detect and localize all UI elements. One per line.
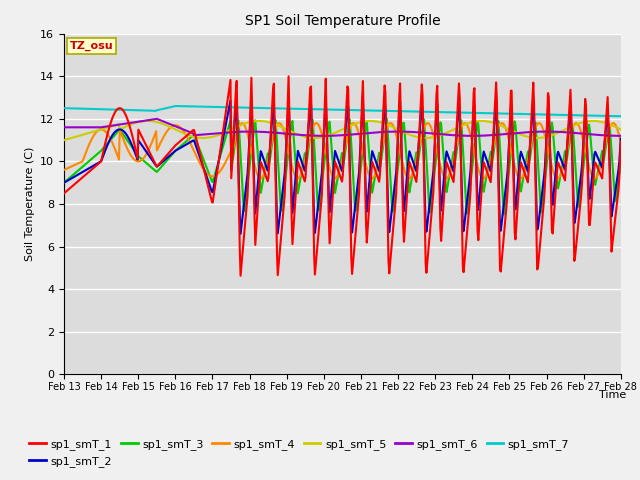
sp1_smT_6 bbox=[70, 124, 78, 130]
Line: sp1_smT_3: sp1_smT_3 bbox=[64, 119, 621, 215]
sp1_smT_7 bbox=[214, 104, 222, 110]
sp1_smT_7 bbox=[411, 108, 419, 114]
sp1_smT_6 bbox=[127, 120, 135, 126]
sp1_smT_3 bbox=[214, 163, 221, 169]
sp1_smT_6 bbox=[60, 124, 68, 130]
sp1_smT_6 bbox=[214, 131, 222, 136]
sp1_smT_2 bbox=[412, 166, 419, 172]
sp1_smT_1 bbox=[214, 168, 221, 173]
sp1_smT_5 bbox=[410, 133, 418, 139]
sp1_smT_1 bbox=[285, 73, 292, 79]
sp1_smT_7 bbox=[70, 106, 78, 111]
sp1_smT_5 bbox=[127, 121, 135, 127]
sp1_smT_2 bbox=[237, 231, 244, 237]
sp1_smT_4 bbox=[184, 135, 192, 141]
Line: sp1_smT_4: sp1_smT_4 bbox=[64, 123, 621, 179]
sp1_smT_3 bbox=[70, 171, 78, 177]
sp1_smT_7 bbox=[428, 109, 435, 115]
sp1_smT_1 bbox=[127, 129, 135, 135]
sp1_smT_1 bbox=[428, 208, 436, 214]
sp1_smT_4 bbox=[214, 171, 221, 177]
sp1_smT_1 bbox=[70, 182, 78, 188]
sp1_smT_1 bbox=[237, 273, 244, 278]
sp1_smT_4 bbox=[412, 161, 419, 167]
sp1_smT_4 bbox=[127, 153, 135, 159]
sp1_smT_6 bbox=[153, 116, 161, 122]
sp1_smT_1 bbox=[60, 191, 68, 196]
sp1_smT_3 bbox=[428, 199, 435, 205]
sp1_smT_5 bbox=[589, 118, 596, 124]
sp1_smT_2 bbox=[617, 136, 625, 142]
sp1_smT_1 bbox=[184, 132, 192, 137]
sp1_smT_4 bbox=[60, 167, 68, 173]
Line: sp1_smT_2: sp1_smT_2 bbox=[64, 97, 621, 234]
sp1_smT_7 bbox=[185, 104, 193, 109]
Line: sp1_smT_5: sp1_smT_5 bbox=[64, 121, 621, 140]
sp1_smT_4 bbox=[238, 120, 246, 126]
sp1_smT_4 bbox=[428, 127, 436, 132]
Title: SP1 Soil Temperature Profile: SP1 Soil Temperature Profile bbox=[244, 14, 440, 28]
sp1_smT_3 bbox=[184, 137, 192, 143]
sp1_smT_4 bbox=[70, 162, 78, 168]
sp1_smT_3 bbox=[60, 180, 68, 186]
sp1_smT_5 bbox=[60, 137, 68, 143]
sp1_smT_7 bbox=[617, 113, 625, 119]
sp1_smT_2 bbox=[184, 141, 192, 146]
sp1_smT_2 bbox=[285, 95, 292, 100]
sp1_smT_7 bbox=[127, 107, 135, 113]
sp1_smT_3 bbox=[500, 212, 508, 217]
Line: sp1_smT_1: sp1_smT_1 bbox=[64, 76, 621, 276]
sp1_smT_3 bbox=[411, 158, 419, 164]
sp1_smT_2 bbox=[60, 180, 68, 186]
sp1_smT_2 bbox=[127, 141, 135, 147]
sp1_smT_5 bbox=[617, 127, 625, 132]
sp1_smT_6 bbox=[185, 129, 193, 134]
sp1_smT_6 bbox=[617, 133, 625, 139]
sp1_smT_5 bbox=[426, 135, 434, 141]
sp1_smT_3 bbox=[617, 160, 625, 166]
sp1_smT_3 bbox=[127, 144, 135, 149]
sp1_smT_4 bbox=[257, 176, 264, 181]
Legend: sp1_smT_1, sp1_smT_2, sp1_smT_3, sp1_smT_4, sp1_smT_5, sp1_smT_6, sp1_smT_7: sp1_smT_1, sp1_smT_2, sp1_smT_3, sp1_smT… bbox=[25, 435, 573, 471]
sp1_smT_5 bbox=[184, 132, 192, 138]
Text: Time: Time bbox=[599, 390, 627, 400]
sp1_smT_5 bbox=[214, 132, 221, 138]
sp1_smT_7 bbox=[172, 103, 179, 109]
Text: TZ_osu: TZ_osu bbox=[70, 41, 113, 51]
sp1_smT_2 bbox=[70, 174, 78, 180]
Line: sp1_smT_6: sp1_smT_6 bbox=[64, 119, 621, 136]
sp1_smT_2 bbox=[214, 166, 221, 171]
sp1_smT_3 bbox=[383, 116, 391, 122]
sp1_smT_2 bbox=[428, 182, 436, 188]
sp1_smT_4 bbox=[617, 140, 625, 145]
sp1_smT_5 bbox=[70, 134, 78, 140]
Y-axis label: Soil Temperature (C): Soil Temperature (C) bbox=[24, 147, 35, 261]
sp1_smT_6 bbox=[428, 131, 435, 136]
sp1_smT_6 bbox=[411, 129, 419, 135]
sp1_smT_1 bbox=[412, 177, 419, 182]
sp1_smT_7 bbox=[60, 105, 68, 111]
Line: sp1_smT_7: sp1_smT_7 bbox=[64, 106, 621, 116]
sp1_smT_1 bbox=[617, 139, 625, 144]
